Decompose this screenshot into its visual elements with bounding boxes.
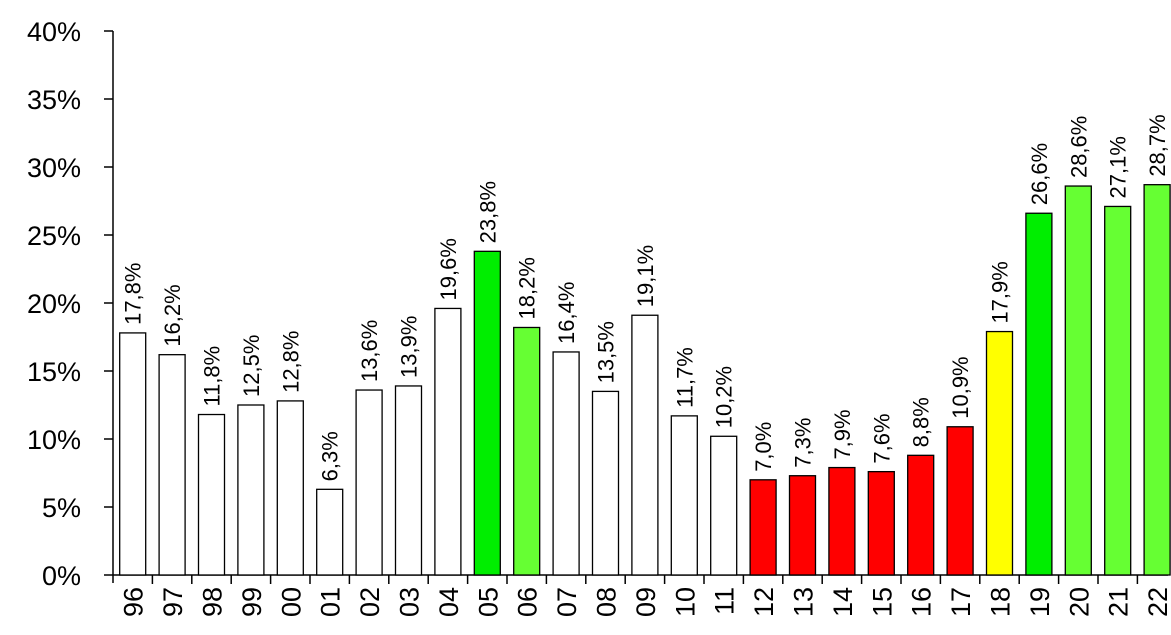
data-label-03: 13,9% [397,316,422,378]
data-label-19: 26,6% [1027,143,1052,205]
bar-08 [591,390,620,576]
y-tick-label: 15% [27,357,81,387]
bar-14 [828,466,856,576]
x-tick-label: 08 [592,587,622,617]
bar-03 [394,385,423,576]
x-tick-label: 11 [710,587,740,615]
bars [119,184,1171,576]
bar-98 [197,413,226,576]
y-tick-label: 10% [27,425,81,455]
x-tick-label: 19 [1025,587,1055,617]
y-tick-label: 20% [27,289,81,319]
bar-16 [907,454,935,576]
data-label-20: 28,6% [1066,116,1091,178]
data-label-12: 7,0% [751,422,776,472]
data-label-18: 17,9% [988,261,1013,323]
bar-06 [513,326,541,576]
x-tick-label: 99 [237,587,267,617]
x-tick-label: 02 [355,587,385,617]
bar-01 [316,488,344,576]
bar-13 [788,475,817,576]
x-tick-label: 03 [395,587,425,617]
data-label-16: 8,8% [909,397,934,447]
x-tick-label: 13 [789,587,819,617]
x-tick-label: 00 [276,587,306,617]
x-tick-label: 98 [198,587,228,617]
data-label-15: 7,6% [869,413,894,463]
x-axis: 96 97 98 99 00 01 02 03 04 05 06 07 08 09 10 11 12 13 14 15… [113,574,1171,617]
y-axis: 0% 5% 10% 15% 20% 25% 30% 35% 40% [27,17,114,591]
x-tick-label: 17 [946,587,976,617]
x-tick-label: 04 [434,587,464,617]
data-label-99: 12,5% [239,335,264,397]
bar-21 [1104,205,1132,576]
x-tick-label: 06 [513,587,543,617]
x-tick-label: 96 [119,587,149,617]
bar-19 [1025,212,1053,576]
data-label-00: 12,8% [278,331,303,393]
y-tick-label: 0% [42,561,81,591]
x-tick-label: 22 [1143,587,1171,617]
bar-09 [631,314,659,576]
data-label-21: 27,1% [1106,136,1131,198]
x-tick-label: 20 [1064,587,1094,617]
data-label-11: 10,2% [712,366,737,428]
x-tick-label: 09 [631,587,661,617]
data-label-06: 18,2% [515,257,540,319]
data-label-10: 11,7% [672,347,697,408]
data-label-05: 23,8% [475,181,500,243]
x-tick-label: 14 [828,587,858,617]
data-label-02: 13,6% [357,320,382,382]
data-label-08: 13,5% [594,321,619,383]
bar-05 [473,250,501,576]
bar-04 [434,307,462,576]
bar-10 [670,415,698,576]
x-tick-label: 97 [158,587,188,617]
x-tick-label: 21 [1104,587,1134,617]
bar-00 [276,400,304,576]
data-label-22: 28,7% [1145,114,1170,176]
data-label-17: 10,9% [948,356,973,418]
x-tick-label: 01 [316,587,346,617]
bar-12 [749,479,777,576]
x-tick-label: 18 [986,587,1016,617]
x-tick-label: 16 [907,587,937,617]
bar-11 [710,435,738,576]
bar-99 [237,404,265,576]
x-tick-label: 12 [749,587,779,617]
bar-02 [355,389,383,576]
data-label-07: 16,4% [554,282,579,344]
x-tick-label: 15 [867,587,897,617]
data-label-09: 19,1% [633,245,658,307]
y-tick-label: 30% [27,153,81,183]
data-label-97: 16,2% [160,284,185,346]
bar-96 [119,332,147,576]
data-label-13: 7,3% [791,418,816,468]
bar-97 [158,354,186,576]
bar-20 [1064,185,1092,576]
bar-18 [985,330,1014,576]
data-label-98: 11,8% [200,346,225,407]
bar-17 [946,426,974,576]
data-labels: 17,8% 16,2% 11,8% 12,5% 12,8% 6,3% 13,6% 13,9% 1… [121,114,1170,481]
x-tick-label: 07 [552,587,582,617]
data-label-14: 7,9% [830,409,855,459]
data-label-01: 6,3% [318,431,343,481]
bar-15 [867,470,895,576]
y-tick-label: 5% [42,493,81,523]
bar-07 [552,351,580,576]
bar-22 [1143,184,1171,576]
data-label-04: 19,6% [436,238,461,300]
x-tick-label: 10 [670,587,700,617]
y-tick-label: 35% [27,85,81,115]
y-tick-label: 25% [27,221,81,251]
y-tick-label: 40% [27,17,81,47]
x-tick-label: 05 [473,587,503,617]
data-label-96: 17,8% [121,263,146,325]
